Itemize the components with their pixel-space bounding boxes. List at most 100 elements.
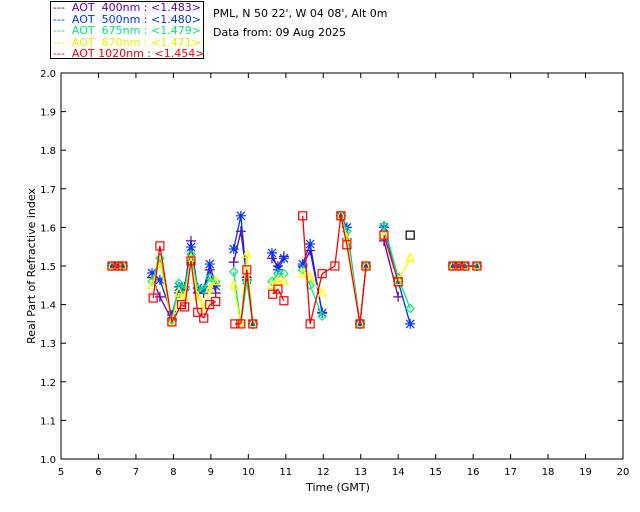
data-point bbox=[230, 319, 240, 329]
legend: --- AOT 400nm : <1.483> --- AOT 500nm : … bbox=[50, 1, 204, 59]
data-point bbox=[305, 319, 315, 329]
series-line-segment bbox=[340, 215, 348, 245]
x-tick-label: 16 bbox=[467, 467, 480, 478]
data-point bbox=[278, 275, 289, 286]
data-point bbox=[236, 319, 246, 329]
series-line-segment bbox=[203, 304, 211, 319]
series-line-segment bbox=[203, 277, 211, 290]
x-tick-label: 12 bbox=[317, 467, 330, 478]
legend-item-500: --- AOT 500nm : <1.480> bbox=[53, 12, 201, 26]
data-point bbox=[154, 274, 165, 285]
data-point bbox=[147, 278, 158, 289]
y-tick-label: 1.3 bbox=[40, 339, 56, 350]
data-point bbox=[177, 300, 187, 310]
data-point bbox=[166, 310, 177, 321]
y-tick-label: 1.2 bbox=[40, 378, 56, 389]
x-tick-label: 11 bbox=[279, 467, 292, 478]
y-axis-label: Real Part of Refractive index bbox=[25, 188, 38, 344]
data-point bbox=[204, 272, 215, 283]
data-point bbox=[360, 261, 371, 271]
x-tick-label: 10 bbox=[242, 467, 255, 478]
data-point bbox=[305, 271, 316, 282]
data-point bbox=[317, 308, 328, 319]
data-point bbox=[279, 296, 289, 306]
data-point bbox=[342, 240, 352, 250]
data-point bbox=[148, 293, 158, 303]
data-point bbox=[210, 275, 221, 286]
data-point bbox=[379, 230, 389, 240]
series-line-segment bbox=[233, 215, 242, 250]
data-point bbox=[317, 286, 328, 297]
data-point bbox=[167, 315, 177, 325]
series-line-segment bbox=[271, 252, 279, 271]
data-point bbox=[447, 261, 458, 271]
series-line-segment bbox=[233, 231, 242, 263]
y-tick-label: 1.5 bbox=[40, 262, 56, 273]
series-line-segment bbox=[277, 288, 285, 302]
legend-item-870: --- AOT 870nm : <1.471> bbox=[53, 35, 201, 49]
series-line-segment bbox=[209, 281, 217, 290]
x-tick-label: 13 bbox=[354, 467, 367, 478]
data-point bbox=[297, 267, 308, 278]
data-point bbox=[460, 261, 470, 271]
series-line-segment bbox=[271, 273, 279, 282]
series-line-segment bbox=[171, 304, 183, 323]
series-line-segment bbox=[184, 254, 192, 290]
series-line-segment bbox=[359, 265, 367, 324]
series-line-segment bbox=[334, 215, 342, 267]
data-point bbox=[147, 276, 157, 287]
plot-frame bbox=[60, 72, 624, 460]
x-axis-label: Time (GMT) bbox=[305, 481, 370, 494]
series-line-segment bbox=[383, 234, 399, 283]
data-point bbox=[355, 317, 365, 328]
data-point bbox=[210, 276, 221, 287]
series-line-segment bbox=[309, 243, 323, 314]
data-point bbox=[118, 261, 128, 271]
series-4 bbox=[107, 211, 482, 329]
location-text: PML, N 50 22', W 04 08', Alt 0m bbox=[213, 7, 388, 20]
data-point bbox=[186, 242, 197, 253]
data-point bbox=[180, 302, 190, 312]
y-tick-label: 2.0 bbox=[40, 69, 56, 80]
data-point bbox=[107, 261, 117, 271]
data-point bbox=[317, 269, 327, 279]
data-point bbox=[336, 211, 346, 221]
series-line-segment bbox=[197, 311, 205, 319]
legend-item-1020: --- AOT 1020nm : <1.454> bbox=[53, 47, 205, 60]
x-tick-label: 7 bbox=[133, 467, 139, 478]
data-point bbox=[199, 313, 209, 323]
data-point bbox=[298, 211, 308, 221]
series-line-segment bbox=[397, 277, 411, 309]
series-line-segment bbox=[321, 265, 336, 275]
data-point bbox=[272, 275, 283, 286]
data-point bbox=[305, 238, 316, 249]
data-point bbox=[405, 230, 415, 240]
data-point bbox=[472, 261, 482, 271]
x-tick-label: 14 bbox=[392, 467, 405, 478]
data-point bbox=[248, 319, 258, 329]
data-point bbox=[355, 319, 365, 329]
series-line-segment bbox=[209, 300, 217, 306]
data-point bbox=[393, 277, 403, 287]
data-point bbox=[147, 267, 158, 278]
x-tick-label: 18 bbox=[542, 467, 555, 478]
series-line-segment bbox=[209, 277, 217, 282]
data-point bbox=[448, 261, 458, 271]
data-point bbox=[193, 307, 203, 317]
data-point bbox=[205, 300, 215, 310]
series-line-segment bbox=[346, 244, 361, 325]
data-point bbox=[211, 296, 221, 307]
series-line-segment bbox=[277, 257, 285, 271]
data-point bbox=[393, 275, 404, 286]
series-line-segment bbox=[302, 215, 311, 324]
x-tick-label: 17 bbox=[504, 467, 517, 478]
date-text: Data from: 09 Aug 2025 bbox=[213, 26, 347, 39]
x-tick-label: 9 bbox=[208, 467, 214, 478]
series-line-segment bbox=[233, 285, 242, 325]
x-tick-label: 5 bbox=[58, 467, 64, 478]
y-tick-label: 1.6 bbox=[40, 223, 56, 234]
data-point bbox=[228, 266, 239, 277]
data-point bbox=[393, 291, 404, 302]
legend-item-400: --- AOT 400nm : <1.483> bbox=[53, 1, 201, 14]
